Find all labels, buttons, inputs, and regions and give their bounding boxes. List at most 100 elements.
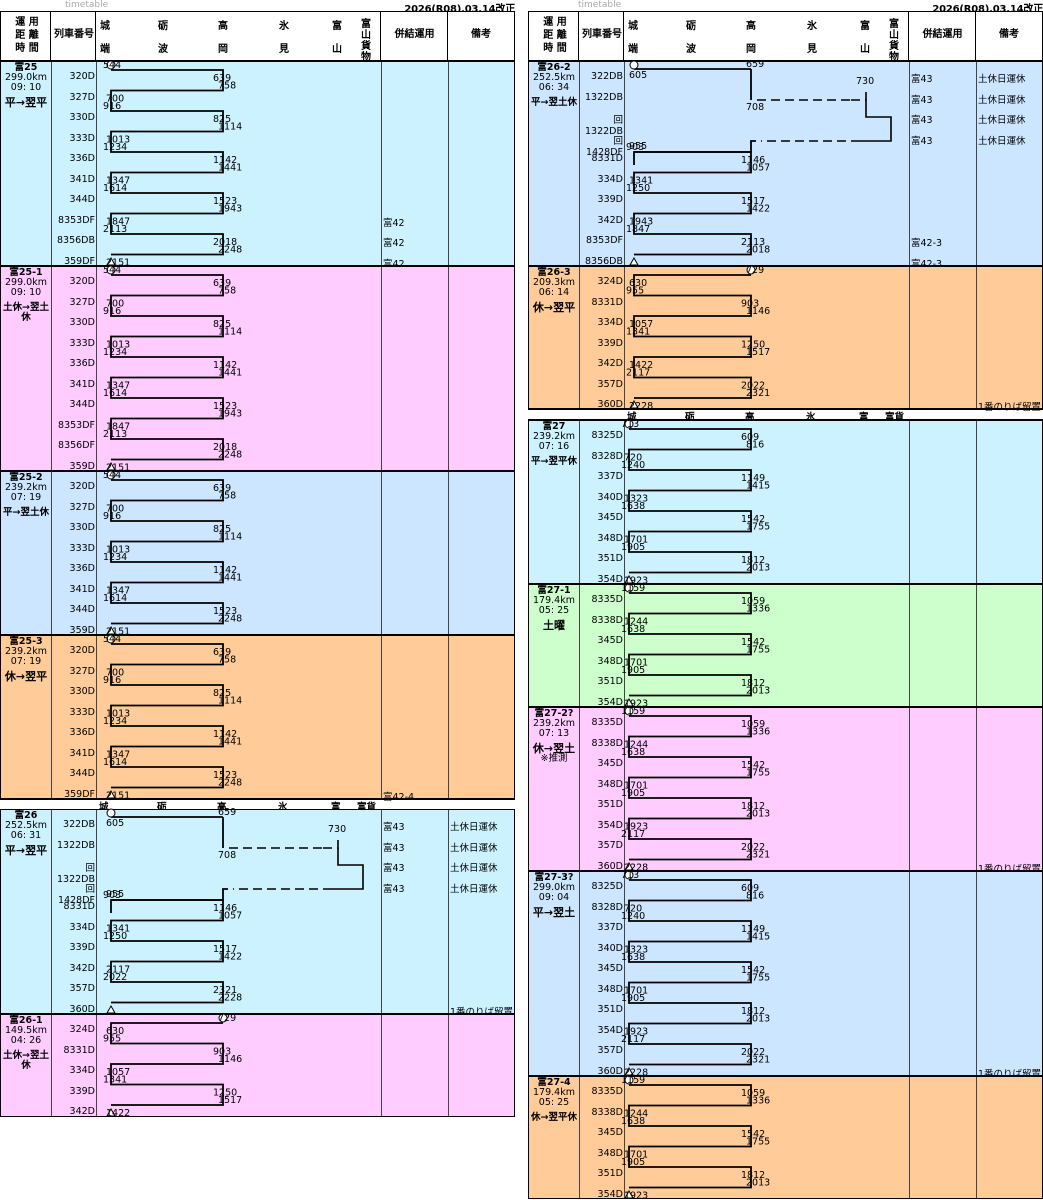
heiketsu-header-text: 併結運用 [922, 29, 963, 40]
time-label: 1146 [741, 155, 765, 166]
train-number: 360D [597, 399, 623, 410]
brand-label: timetable [578, 0, 622, 10]
train-number: 327D [69, 501, 95, 513]
train-number: 322DB [591, 71, 623, 82]
separator-station-name: 高 [217, 802, 227, 813]
train-number: 354D [597, 573, 623, 585]
train-number: 345D [597, 758, 623, 769]
time-label: 630 [106, 1026, 124, 1037]
grid-line [96, 267, 97, 470]
time-label: 2321 [746, 388, 770, 399]
run-line [628, 1084, 752, 1189]
end-triangle-icon [106, 625, 116, 635]
train-number: 8325D [591, 430, 624, 441]
train-number: 320D [69, 645, 95, 656]
train-number-header-text: 列車番号 [582, 29, 622, 40]
unyo-days: 土曜 [543, 619, 565, 632]
train-number: 348D [597, 778, 623, 790]
unyo-name: 富27 [542, 421, 566, 432]
time-label: 2248 [218, 245, 242, 256]
unyo-block: 富25-1 299.0km 09: 10 土休→翌土休 320D 327D 330D 333D… [0, 265, 515, 474]
train-number: 1322DB [584, 91, 623, 103]
time-label: 2013 [746, 809, 770, 820]
train-number: 344D [69, 194, 95, 205]
unyo-time: 06: 34 [538, 82, 570, 93]
unyo-days: 休→翌平 [4, 670, 48, 683]
time-label: 1234 [103, 142, 127, 153]
unyo-block: 富26-1 149.5km 04: 26 土休→翌土休 324D 8331D 334D 339… [0, 1013, 515, 1119]
grid-line [624, 62, 625, 265]
station-name-top: 氷 [279, 21, 289, 32]
start-circle-icon [106, 634, 116, 644]
time-label: 1057 [106, 1067, 130, 1078]
run-line [110, 479, 224, 625]
biko-value: 土休日運休 [450, 863, 498, 874]
heiketsu-value: 富42-4 [383, 791, 415, 803]
time-label: 605 [629, 70, 647, 81]
biko-header: 備考 [976, 12, 1042, 60]
time-label: 2151 [106, 791, 130, 802]
time-label: 1422 [218, 952, 242, 963]
time-label: 1149 [741, 924, 765, 935]
train-number: 341D [69, 173, 95, 185]
start-circle-icon [746, 265, 756, 275]
freight-station-name: 富 [889, 19, 899, 30]
time-label: 1341 [626, 327, 650, 338]
time-label: 916 [103, 511, 121, 522]
time-label: 1923 [624, 822, 648, 833]
revision-label: 2026(R08).03.14改正 [932, 4, 1043, 15]
train-number: 342D [597, 358, 623, 369]
time-label: 1905 [621, 542, 645, 553]
start-circle-icon [624, 706, 634, 716]
biko-header-text: 備考 [999, 29, 1019, 40]
unyo-block: 富26-2 252.5km 06: 34 平→翌土休 322DB 富43 土休日運休 1322… [528, 59, 1043, 270]
time-label: 2013 [746, 1178, 770, 1189]
train-number: 8338D [591, 737, 624, 749]
unyo-days: 平→翌土休 [531, 97, 577, 108]
train-number: 8331D [591, 296, 624, 308]
unyo-name: 富25-1 [9, 267, 43, 278]
time-label: 1847 [626, 224, 650, 235]
end-triangle-icon [106, 256, 116, 266]
start-circle-icon [624, 583, 634, 593]
unyo-info: 富27-3? 299.0km 09: 04 平→翌土 [529, 873, 579, 919]
train-number: 8338D [591, 614, 624, 626]
time-label: 544 [103, 634, 121, 645]
train-number: 334D [597, 173, 623, 185]
unyo-distance: 299.0km [5, 277, 47, 288]
train-number: 330D [69, 686, 95, 697]
time-label: 1159 [621, 706, 645, 717]
unyo-info: 富25 299.0km 09: 10 平→翌平 [1, 63, 51, 109]
time-label: 916 [103, 675, 121, 686]
unyo-time: 06: 31 [10, 830, 42, 841]
left-column: timetable 2026(R08).03.14改正 運 用距 離時 間列車番… [0, 0, 515, 1200]
run-line [110, 899, 224, 1004]
end-triangle-icon [624, 574, 634, 584]
time-label: 1812 [741, 1006, 765, 1017]
train-number: 337D [597, 471, 623, 482]
right-column: timetable 2026(R08).03.14改正 運 用距 離時 間列車番… [528, 0, 1043, 1200]
unyo-days: 平→翌土 [532, 906, 576, 919]
unyo-days: 平→翌土休 [3, 507, 49, 518]
time-label: 2113 [741, 237, 765, 248]
freight-station-name: 貨 [361, 41, 371, 52]
time-label: 1149 [741, 473, 765, 484]
time-label: 1057 [746, 163, 770, 174]
time-label: 825 [213, 524, 231, 535]
station-name-bottom: 見 [279, 44, 289, 55]
grid-line [448, 636, 449, 798]
grid-line [96, 810, 97, 1013]
grid-line [448, 472, 449, 634]
grid-line [96, 636, 97, 798]
time-label: 1441 [218, 737, 242, 748]
unyo-name: 富26-2 [537, 62, 571, 73]
unyo-distance: 209.3km [533, 277, 575, 288]
freight-loop-line [323, 848, 364, 890]
train-number: 320D [69, 71, 95, 82]
separator-station-name: 砺 [685, 412, 695, 423]
